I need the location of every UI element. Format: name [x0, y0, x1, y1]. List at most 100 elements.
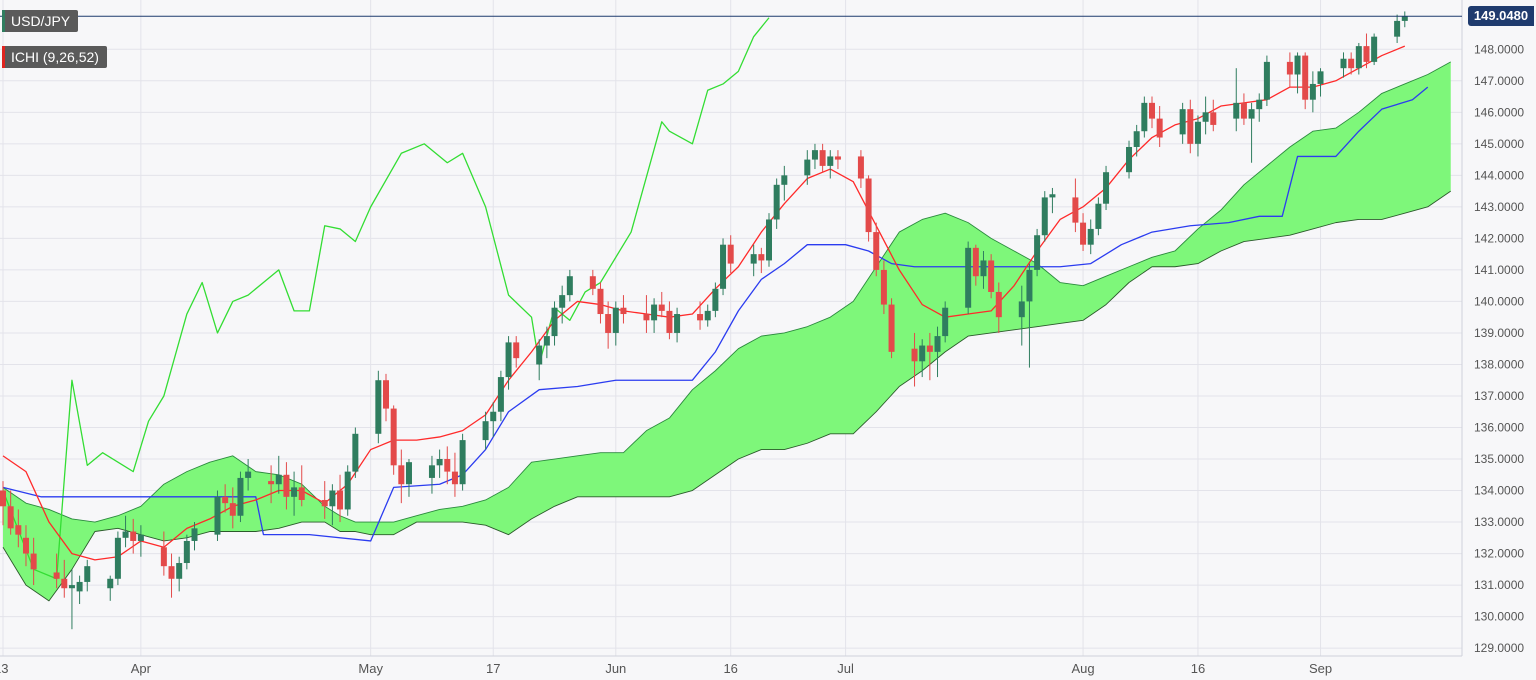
candle[interactable] — [53, 553, 60, 589]
candle-body[interactable] — [620, 307, 627, 315]
candle-body[interactable] — [337, 490, 344, 510]
candle-body[interactable] — [0, 490, 6, 507]
candle-body[interactable] — [1240, 102, 1247, 119]
candle[interactable] — [436, 449, 443, 478]
candle[interactable] — [804, 150, 811, 185]
candle[interactable] — [383, 373, 389, 422]
candle-body[interactable] — [275, 474, 282, 485]
candle[interactable] — [1256, 93, 1263, 122]
candle-body[interactable] — [1149, 102, 1155, 119]
candle-body[interactable] — [237, 477, 244, 516]
candle[interactable] — [0, 481, 6, 526]
candle[interactable] — [1087, 219, 1094, 255]
candle-body[interactable] — [68, 585, 75, 589]
candle-body[interactable] — [1348, 58, 1355, 69]
candle[interactable] — [398, 449, 405, 504]
candle[interactable] — [459, 433, 466, 491]
candle[interactable] — [1302, 52, 1309, 110]
candle[interactable] — [1248, 102, 1255, 163]
candle-body[interactable] — [597, 288, 604, 315]
candle-body[interactable] — [405, 462, 412, 485]
candle-body[interactable] — [1072, 197, 1079, 223]
candle[interactable] — [390, 405, 397, 475]
candle-body[interactable] — [919, 345, 926, 362]
candle-body[interactable] — [643, 314, 650, 321]
candle[interactable] — [513, 336, 520, 368]
candle-body[interactable] — [888, 304, 895, 352]
candle[interactable] — [697, 301, 704, 330]
candle[interactable] — [1018, 285, 1025, 346]
candle[interactable] — [1095, 197, 1102, 236]
candle-body[interactable] — [543, 336, 550, 346]
candle[interactable] — [84, 559, 91, 592]
candle-body[interactable] — [1294, 55, 1301, 75]
candle[interactable] — [857, 150, 864, 188]
candle[interactable] — [1371, 33, 1378, 66]
candle-body[interactable] — [980, 260, 987, 277]
candle-body[interactable] — [804, 159, 811, 176]
candle[interactable] — [344, 465, 351, 516]
candle-body[interactable] — [130, 531, 137, 541]
candle[interactable] — [1340, 52, 1347, 78]
candle[interactable] — [191, 522, 198, 551]
candle[interactable] — [1348, 52, 1355, 75]
candle[interactable] — [214, 490, 221, 541]
candle-body[interactable] — [536, 345, 543, 365]
candle-body[interactable] — [1248, 109, 1255, 119]
candle[interactable] — [1194, 115, 1201, 157]
candle[interactable] — [1026, 263, 1033, 368]
candle[interactable] — [589, 269, 596, 296]
candle-body[interactable] — [1355, 46, 1362, 69]
candle-body[interactable] — [666, 310, 673, 333]
candle[interactable] — [1049, 187, 1056, 214]
candle-body[interactable] — [988, 260, 995, 292]
candle[interactable] — [229, 487, 236, 529]
candle[interactable] — [720, 238, 727, 296]
candle[interactable] — [122, 515, 129, 548]
candle[interactable] — [245, 459, 252, 491]
candle-body[interactable] — [1202, 112, 1209, 122]
candle-body[interactable] — [1309, 83, 1316, 100]
candle[interactable] — [337, 474, 344, 523]
candle-body[interactable] — [1256, 99, 1263, 110]
candle-body[interactable] — [697, 314, 704, 321]
candle[interactable] — [819, 143, 826, 173]
candle-body[interactable] — [1034, 235, 1041, 270]
candle-body[interactable] — [926, 345, 933, 352]
candle[interactable] — [988, 254, 995, 299]
candle[interactable] — [291, 471, 298, 516]
candle-body[interactable] — [781, 175, 788, 185]
candle[interactable] — [559, 285, 566, 324]
candle-body[interactable] — [1233, 102, 1240, 119]
candle-body[interactable] — [383, 380, 389, 409]
candle[interactable] — [1034, 228, 1041, 277]
candle-body[interactable] — [1080, 222, 1087, 245]
candle-body[interactable] — [390, 408, 397, 466]
candle-body[interactable] — [122, 531, 129, 538]
candle-body[interactable] — [1363, 46, 1370, 62]
candle-body[interactable] — [183, 540, 190, 564]
candle[interactable] — [160, 531, 167, 576]
candle-body[interactable] — [1095, 203, 1102, 229]
candle[interactable] — [781, 165, 788, 201]
candle[interactable] — [1202, 96, 1209, 135]
candle[interactable] — [536, 339, 543, 381]
candle[interactable] — [1141, 96, 1148, 138]
candle-body[interactable] — [880, 269, 887, 305]
candle[interactable] — [995, 282, 1002, 333]
candle-body[interactable] — [114, 537, 121, 579]
candle[interactable] — [911, 332, 918, 387]
candle-body[interactable] — [811, 150, 818, 160]
candle-body[interactable] — [658, 304, 665, 311]
candle[interactable] — [428, 455, 435, 494]
candle[interactable] — [873, 222, 880, 277]
candle-body[interactable] — [1317, 71, 1324, 84]
candle[interactable] — [268, 465, 275, 504]
candle[interactable] — [329, 484, 336, 526]
price-axis[interactable]: 129.0000 130.0000 131.0000 132.0000 133.0000… — [1474, 42, 1524, 655]
candle-body[interactable] — [1126, 146, 1133, 173]
candle[interactable] — [1394, 14, 1401, 43]
candle-body[interactable] — [1286, 61, 1293, 75]
candle-body[interactable] — [30, 553, 37, 570]
candle[interactable] — [298, 465, 305, 507]
